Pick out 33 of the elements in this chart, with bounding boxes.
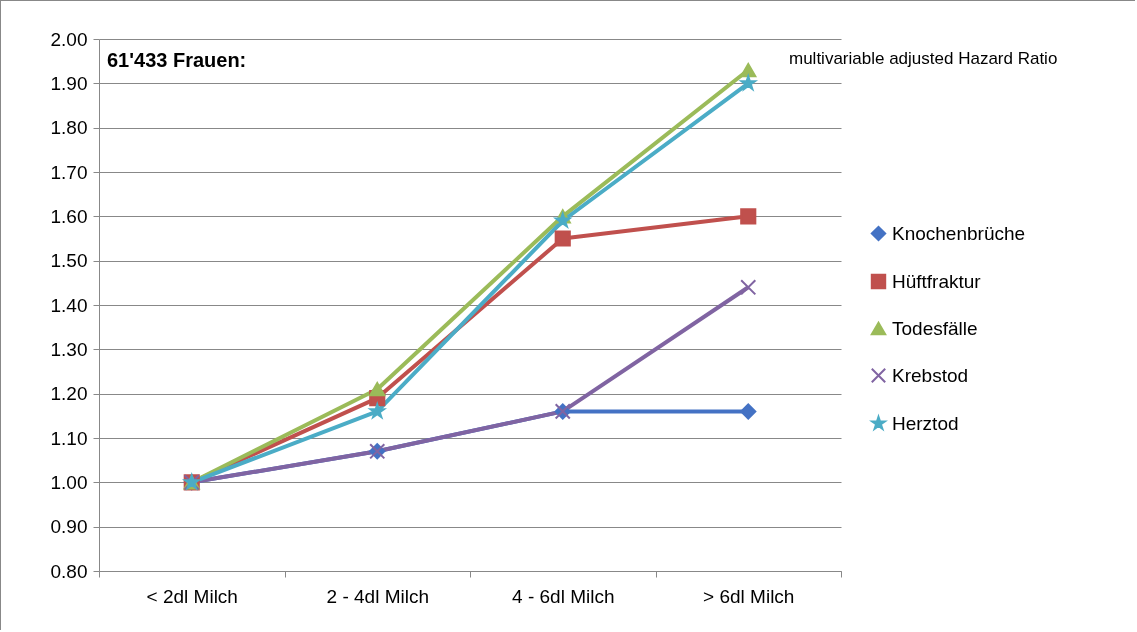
y-tick-label: 1.80 [50, 117, 88, 139]
annotation: multivariable adjusted Hazard Ratio [789, 49, 1058, 68]
point [740, 62, 757, 78]
x-tick-label: 4 - 6dl Milch [512, 585, 615, 607]
legend-label: Knochenbrüche [892, 222, 1026, 244]
annotation: 61'433 Frauen: [107, 49, 247, 71]
point [740, 279, 757, 296]
legend-label: Krebstod [892, 364, 969, 386]
point [740, 403, 757, 420]
y-tick-label: 2.00 [50, 28, 88, 50]
point [554, 230, 571, 247]
y-tick-label: 1.30 [50, 338, 88, 360]
point [367, 401, 387, 420]
y-tick-label: 1.60 [50, 205, 88, 227]
y-tick-label: 1.10 [50, 427, 88, 449]
y-tick-label: 1.20 [50, 383, 88, 405]
x-tick-label: < 2dl Milch [146, 585, 238, 607]
y-tick-label: 0.90 [50, 516, 88, 538]
y-tick-label: 1.00 [50, 471, 88, 493]
x-tick-label: 2 - 4dl Milch [326, 585, 429, 607]
legend-label: Hüftfraktur [892, 270, 982, 292]
x-tick-label: > 6dl Milch [703, 585, 795, 607]
point [553, 210, 573, 229]
legend-label: Herztod [892, 412, 959, 434]
y-tick-label: 1.90 [50, 72, 88, 94]
point [740, 208, 757, 225]
y-tick-label: 1.70 [50, 161, 88, 183]
y-tick-label: 1.40 [50, 294, 88, 316]
y-tick-label: 0.80 [50, 560, 88, 582]
y-tick-label: 1.50 [50, 250, 88, 272]
legend-label: Todesfälle [892, 317, 978, 339]
point [369, 382, 386, 397]
point [738, 73, 758, 92]
